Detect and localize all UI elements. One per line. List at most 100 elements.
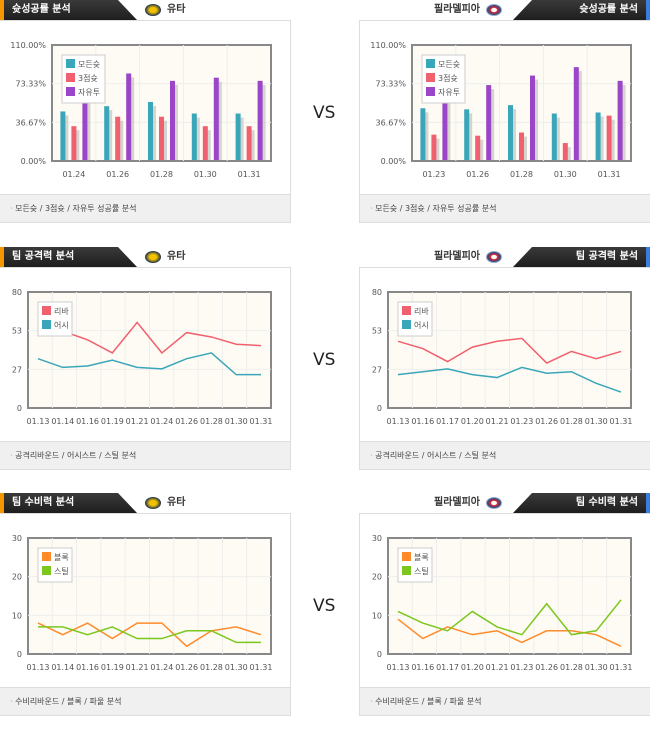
legend-swatch — [426, 59, 435, 68]
y-tick-label: 0 — [377, 650, 382, 659]
series-line-블록 — [37, 622, 262, 648]
bar-모든슛 — [191, 113, 197, 160]
chart-footer: 수비리바운드 / 블록 / 파울 분석 — [360, 687, 650, 715]
y-tick-label: 0.00% — [381, 157, 407, 166]
y-tick-label: 53 — [12, 327, 22, 336]
section-2: 팀 수비력 분석 유타 필라델피아 팀 수비력 분석 0 10 20 30 01.13 0… — [0, 493, 650, 733]
series-line-스틸 — [397, 599, 622, 636]
section-title-left: 팀 공격력 분석 — [0, 247, 137, 267]
team-right: 필라델피아 — [434, 493, 502, 513]
series-line-어시 — [37, 352, 261, 376]
legend-swatch — [402, 566, 411, 575]
bar-자유투 — [573, 67, 579, 160]
team-left: 유타 — [145, 0, 185, 20]
bar-shadow — [434, 138, 440, 160]
chart-footer: 모든슛 / 3점슛 / 자유투 성공률 분석 — [0, 194, 290, 222]
legend-swatch — [426, 73, 435, 82]
y-tick-label: 30 — [12, 534, 22, 543]
bar-shadow — [129, 77, 135, 160]
team-left: 유타 — [145, 493, 185, 513]
bar-shadow — [205, 130, 211, 160]
y-tick-label: 36.67% — [15, 118, 46, 127]
legend-label: 모든슛 — [78, 60, 100, 69]
bar-shadow — [489, 89, 495, 160]
philadelphia-logo-icon — [486, 251, 502, 263]
bar-자유투 — [213, 77, 219, 160]
legend-label: 모든슛 — [438, 60, 460, 69]
chart-panel-right: 0 10 20 30 01.13 01.16 01.17 01.20 01.21 01.23 01.… — [359, 513, 650, 716]
bar-shadow — [478, 139, 484, 160]
team-right: 필라델피아 — [434, 247, 502, 267]
bar-모든슛 — [148, 101, 153, 160]
bar-모든슛 — [508, 105, 513, 160]
utah-logo-icon — [145, 251, 161, 263]
team-name-right: 필라델피아 — [434, 251, 480, 262]
x-tick-label: 01.30 — [585, 663, 608, 672]
y-tick-label: 80 — [372, 288, 382, 297]
x-tick-label: 01.13 — [387, 417, 410, 426]
bar-자유투 — [486, 85, 492, 160]
x-tick-label: 01.14 — [51, 663, 74, 672]
legend-label: 어시 — [414, 320, 429, 330]
y-tick-label: 0.00% — [21, 157, 47, 166]
y-tick-label: 73.33% — [375, 80, 406, 89]
bar-3점슛 — [519, 132, 524, 160]
chart-footer: 공격리바운드 / 어시스트 / 스틸 분석 — [360, 441, 650, 469]
bar-3점슛 — [202, 126, 208, 160]
x-tick-label: 01.13 — [27, 417, 50, 426]
bar-자유투 — [617, 80, 623, 160]
legend-swatch — [42, 566, 51, 575]
vs-label: VS — [313, 350, 336, 370]
legend-swatch — [66, 73, 75, 82]
bar-모든슛 — [104, 106, 110, 160]
team-name-right: 필라델피아 — [434, 497, 480, 508]
x-tick-label: 01.31 — [250, 417, 273, 426]
bar-shadow — [238, 117, 244, 160]
x-tick-label: 01.17 — [436, 663, 459, 672]
bar-shadow — [576, 71, 582, 160]
chart-1: 0.00% 36.67% 73.33% 110.00% 01.23 01.26 01.28 0… — [370, 41, 632, 179]
team-name-left: 유타 — [167, 251, 186, 262]
bar-shadow — [620, 84, 626, 160]
x-tick-label: 01.30 — [554, 170, 577, 179]
bar-shadow — [173, 84, 178, 160]
x-tick-label: 01.16 — [411, 663, 434, 672]
x-tick-label: 01.13 — [387, 663, 410, 672]
bar-shadow — [74, 130, 80, 160]
y-tick-label: 110.00% — [10, 41, 46, 50]
legend-swatch — [66, 59, 75, 68]
x-tick-label: 01.24 — [150, 663, 173, 672]
bar-자유투 — [82, 97, 88, 160]
x-tick-label: 01.24 — [62, 170, 85, 179]
x-tick-label: 01.30 — [194, 170, 217, 179]
x-tick-label: 01.26 — [466, 170, 489, 179]
x-tick-label: 01.30 — [225, 663, 248, 672]
vs-label: VS — [313, 103, 336, 123]
bar-shadow — [63, 115, 69, 160]
x-tick-label: 01.23 — [510, 417, 533, 426]
philadelphia-logo-icon — [486, 497, 502, 509]
x-tick-label: 01.31 — [598, 170, 621, 179]
x-tick-label: 01.16 — [411, 417, 434, 426]
y-tick-label: 27 — [372, 365, 382, 374]
bar-shadow — [533, 79, 538, 160]
series-line-어시 — [397, 366, 622, 393]
bar-모든슛 — [464, 109, 470, 160]
chart-panel-left: 0 27 53 80 01.13 01.14 01.16 01.19 01.21 01.24 01.… — [0, 267, 291, 470]
chart-0: 0.00% 36.67% 73.33% 110.00% 01.24 01.26 01.28 0… — [10, 41, 272, 179]
bar-shadow — [107, 110, 113, 160]
series-line-스틸 — [38, 626, 261, 644]
y-tick-label: 73.33% — [15, 80, 46, 89]
legend-label: 3점슛 — [438, 73, 458, 83]
bar-shadow — [162, 120, 167, 160]
y-tick-label: 27 — [12, 365, 22, 374]
x-tick-label: 01.28 — [200, 417, 223, 426]
bar-shadow — [423, 112, 429, 160]
legend-label: 자유투 — [438, 88, 460, 97]
section-0: 슛성공률 분석 유타 필라델피아 슛성공률 분석 0.00% 36.67% 73.3… — [0, 0, 650, 240]
legend-label: 스틸 — [54, 566, 69, 576]
y-tick-label: 80 — [12, 288, 22, 297]
bar-3점슛 — [606, 115, 612, 160]
legend-swatch — [66, 87, 75, 96]
